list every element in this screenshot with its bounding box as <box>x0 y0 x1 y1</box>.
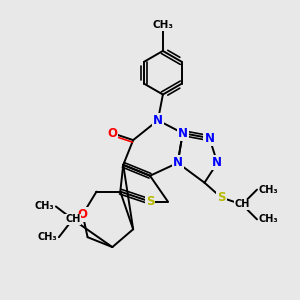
Text: CH₃: CH₃ <box>152 20 173 30</box>
Text: CH: CH <box>235 200 250 209</box>
Text: N: N <box>204 132 214 145</box>
Text: O: O <box>107 127 117 140</box>
Text: N: N <box>178 127 188 140</box>
Text: CH₃: CH₃ <box>34 202 54 212</box>
Text: N: N <box>212 156 222 170</box>
Text: CH₃: CH₃ <box>37 232 57 242</box>
Text: CH₃: CH₃ <box>259 184 279 195</box>
Text: O: O <box>78 208 88 221</box>
Text: S: S <box>146 195 154 208</box>
Text: S: S <box>217 191 226 204</box>
Text: CH: CH <box>65 214 80 224</box>
Text: N: N <box>153 114 163 127</box>
Text: N: N <box>173 156 183 170</box>
Text: CH₃: CH₃ <box>259 214 279 224</box>
